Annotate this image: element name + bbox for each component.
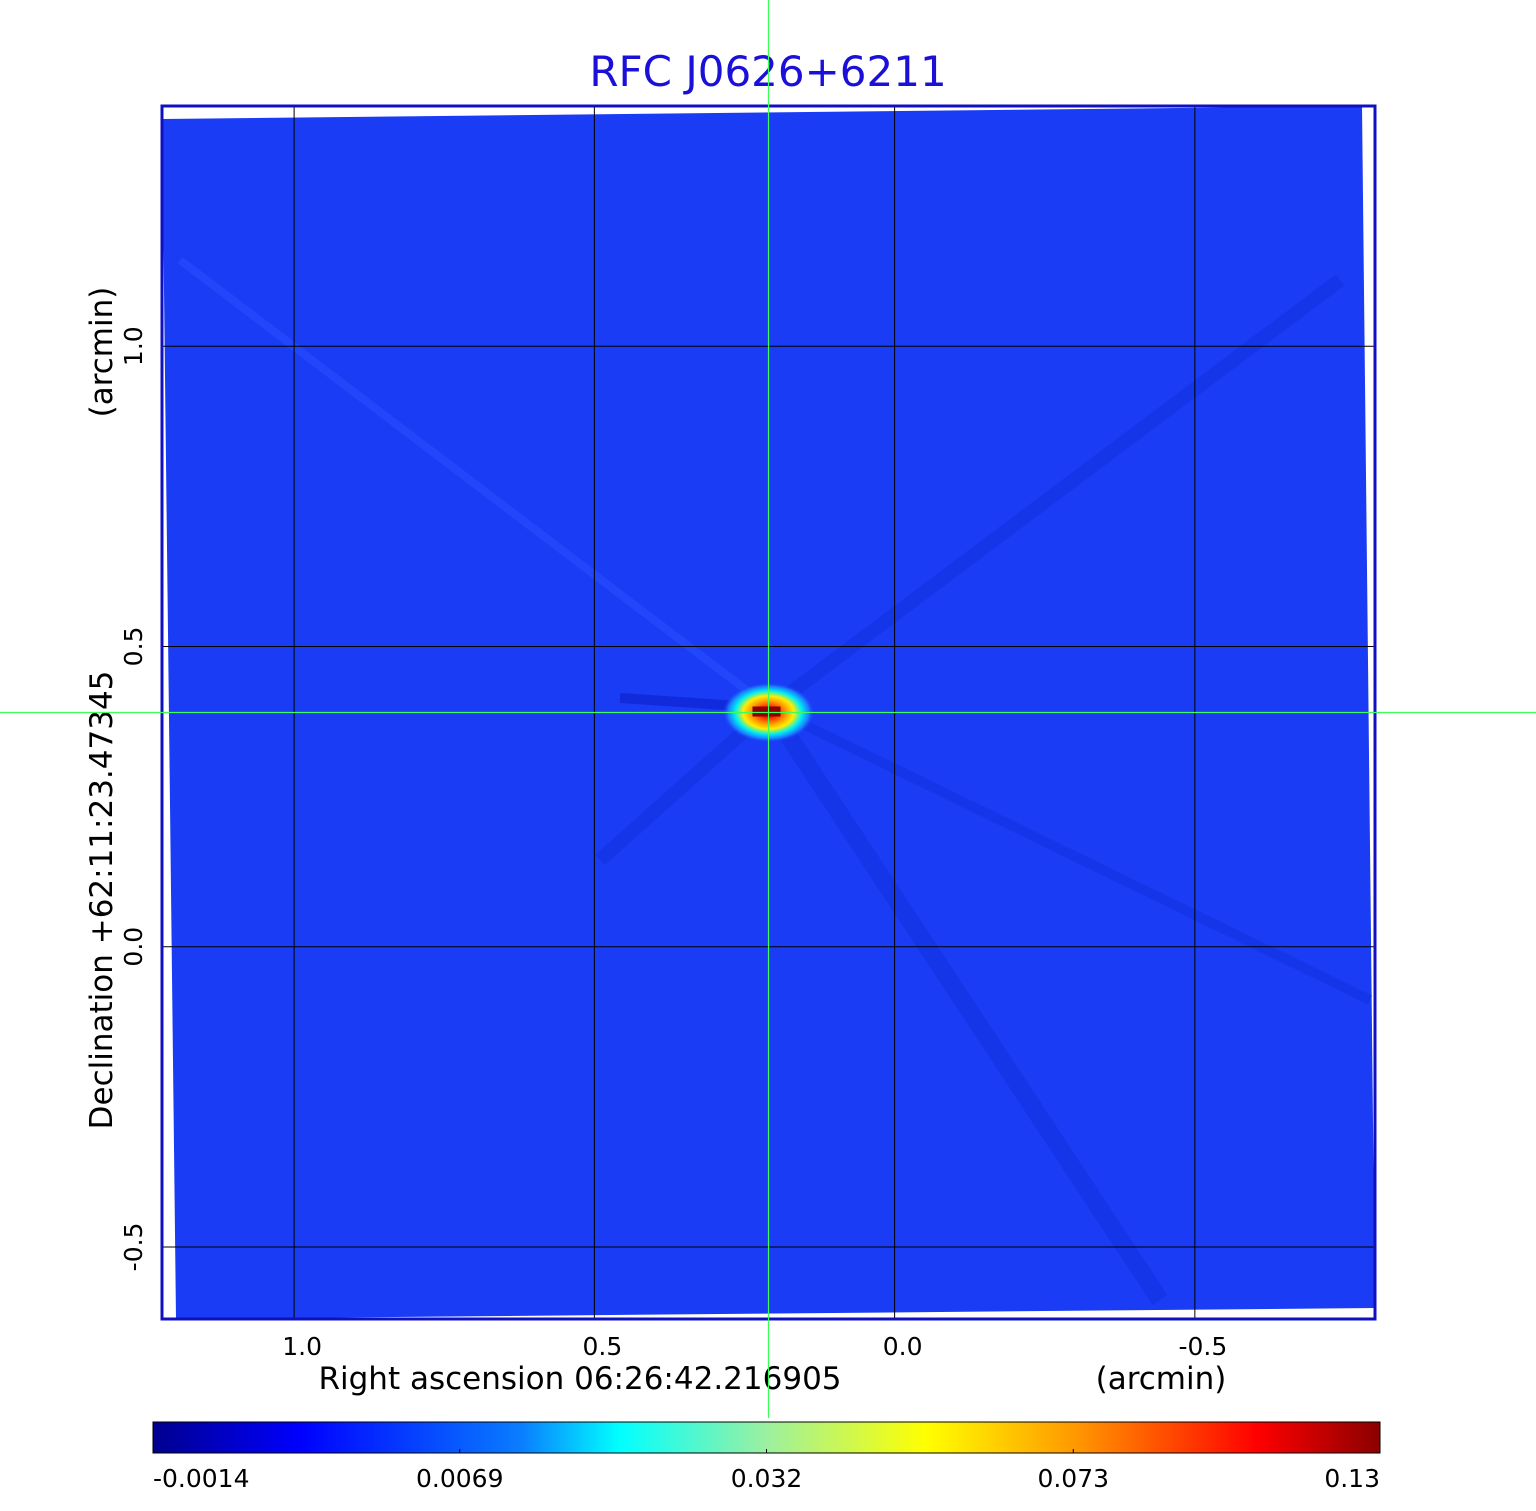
y-tick-label: 1.0 [119,326,148,366]
colorbar-tick-label: -0.0014 [153,1464,250,1493]
y-tick-label: -0.5 [119,1223,148,1272]
x-tick-label: 1.0 [282,1332,322,1361]
crosshair [0,0,1536,1418]
x-tick-labels: 1.0 0.5 0.0 -0.5 [282,1332,1227,1361]
colorbar-ticks: -0.0014 0.0069 0.032 0.073 0.13 [152,1449,1381,1493]
x-axis-label: Right ascension 06:26:42.216905 [318,1361,841,1397]
y-tick-label: 0.0 [119,927,148,967]
x-axis-unit: (arcmin) [1096,1361,1227,1397]
y-axis-unit: (arcmin) [84,287,120,418]
colorbar-tick-label: 0.032 [731,1464,803,1493]
sidelobe-streaks [177,256,1373,1305]
x-tick-label: 0.0 [883,1332,923,1361]
y-tick-label: 0.5 [119,627,148,667]
colorbar-tick-label: 0.073 [1037,1464,1109,1493]
colorbar [152,1421,1381,1454]
colorbar-tick-label: 0.13 [1324,1464,1380,1493]
x-tick-label: 0.5 [582,1332,622,1361]
colorbar-tick-label: 0.0069 [416,1464,503,1493]
y-axis-label: Declination +62:11:23.47345 [84,671,120,1130]
y-tick-labels: 1.0 0.5 0.0 -0.5 [119,326,148,1271]
x-tick-label: -0.5 [1178,1332,1227,1361]
